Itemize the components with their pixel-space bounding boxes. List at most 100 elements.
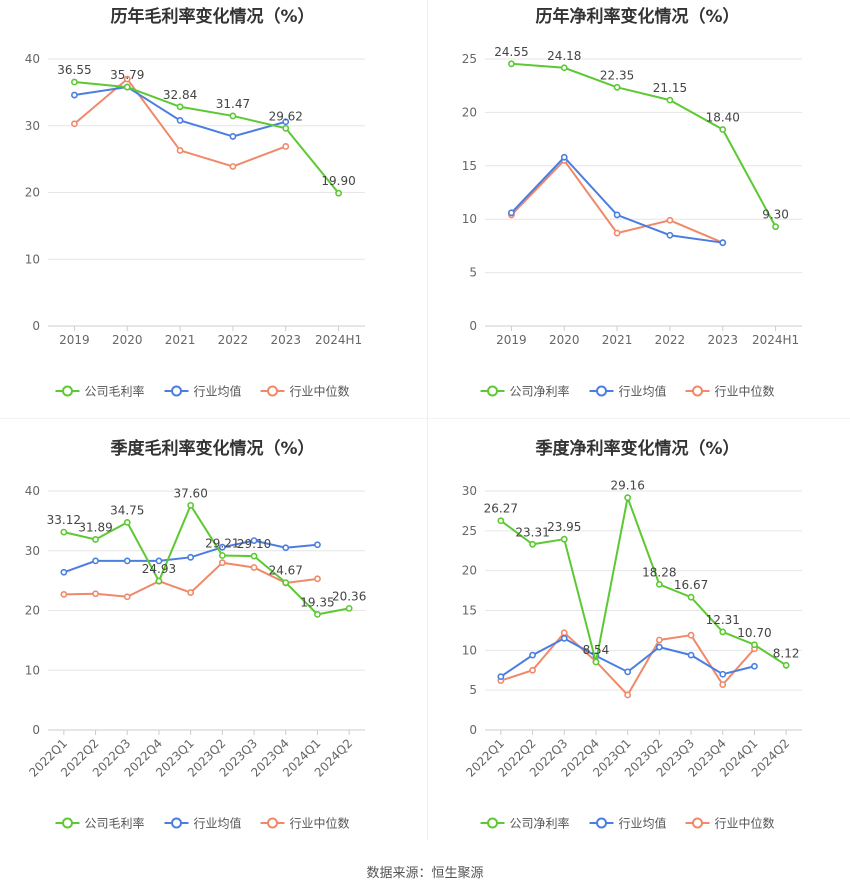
- horizontal-divider: [0, 418, 850, 419]
- data-label: 24.67: [269, 564, 303, 578]
- data-point: [187, 589, 195, 596]
- data-label: 24.18: [547, 49, 581, 63]
- legend-label: 公司毛利率: [85, 384, 145, 399]
- x-tick-label: 2024H1: [752, 333, 799, 347]
- quarterly-gross-margin-chart: 季度毛利率变化情况（%） 0 10 20 30 40 2022Q1 2022Q2 2022Q3…: [0, 432, 425, 864]
- y-tick-label: 20: [25, 186, 40, 200]
- data-point: [687, 631, 695, 639]
- data-point: [497, 673, 505, 681]
- data-label: 23.95: [547, 520, 581, 534]
- x-tick-label: 2021: [165, 333, 196, 347]
- legend-marker: [171, 817, 182, 829]
- x-tick-label: 2019: [496, 333, 527, 347]
- data-label: 21.15: [653, 81, 687, 95]
- legend-label: 行业均值: [619, 384, 667, 399]
- data-point: [592, 658, 600, 666]
- data-point: [719, 628, 727, 636]
- data-point: [282, 579, 290, 586]
- data-label: 37.60: [173, 486, 207, 500]
- x-tick-label: 2024H1: [315, 333, 362, 347]
- data-point: [314, 575, 321, 583]
- legend-label: 行业中位数: [715, 384, 775, 399]
- data-point: [176, 117, 184, 124]
- annual-gross-margin-chart: 历年毛利率变化情况（%） 0 10 20 30 40 2019 2020 2021 2022 20…: [0, 0, 425, 432]
- data-point: [529, 651, 536, 659]
- data-label: 18.40: [706, 110, 740, 124]
- chart-svg: 0 10 20 30 40 2019 2020 2021 2022 2023 2024H1 36.55…: [25, 52, 365, 399]
- data-label: 9.30: [762, 208, 789, 222]
- data-point: [176, 147, 184, 154]
- data-point: [751, 641, 758, 649]
- data-point: [560, 629, 568, 637]
- data-point: [60, 568, 68, 576]
- data-point: [345, 604, 353, 612]
- data-label: 19.35: [300, 595, 334, 609]
- chart-title: 历年净利率变化情况（%）: [535, 7, 740, 27]
- annual-net-margin-chart: 历年净利率变化情况（%） 0 5 10 15 20 25 2019 2020 2021 2022 2…: [425, 0, 850, 432]
- data-point: [176, 103, 184, 111]
- data-label: 8.54: [583, 643, 610, 657]
- data-point: [497, 517, 505, 525]
- data-label: 16.67: [674, 578, 708, 592]
- data-label: 29.16: [610, 479, 644, 493]
- chart-svg: 0 5 10 15 20 25 2019 2020 2021 2022 2023 2024H1 24.5…: [462, 45, 802, 399]
- y-tick-label: 30: [25, 544, 40, 558]
- legend-label: 公司毛利率: [85, 816, 145, 831]
- y-tick-label: 40: [25, 484, 40, 498]
- series-line: [500, 631, 756, 697]
- y-tick-label: 5: [469, 266, 477, 280]
- series-line: [74, 81, 340, 194]
- data-point: [314, 541, 321, 549]
- data-point: [250, 537, 258, 544]
- y-tick-label: 25: [462, 524, 477, 538]
- y-tick-label: 20: [462, 105, 477, 119]
- legend-label: 行业中位数: [290, 816, 350, 831]
- data-label: 31.89: [78, 520, 112, 534]
- y-tick-label: 15: [462, 159, 477, 173]
- data-point: [123, 83, 131, 91]
- y-tick-label: 10: [25, 252, 40, 266]
- chart-title: 历年毛利率变化情况（%）: [110, 7, 315, 27]
- data-label: 33.12: [47, 513, 81, 527]
- data-point: [666, 96, 674, 104]
- y-tick-label: 15: [462, 604, 477, 618]
- legend-marker: [487, 817, 498, 829]
- data-point: [92, 557, 99, 565]
- data-label: 29.10: [237, 537, 271, 551]
- y-tick-label: 0: [32, 723, 40, 737]
- data-point: [60, 590, 68, 598]
- legend-marker: [267, 385, 278, 397]
- data-source: 数据来源：恒生聚源: [366, 866, 484, 881]
- y-tick-label: 30: [462, 484, 477, 498]
- legend-marker: [692, 385, 703, 397]
- data-point: [187, 553, 195, 561]
- data-point: [71, 78, 78, 86]
- data-label: 29.21: [205, 536, 239, 550]
- data-label: 31.47: [216, 97, 250, 111]
- data-label: 24.55: [494, 45, 528, 59]
- data-point: [250, 552, 258, 560]
- data-label: 35.79: [110, 68, 144, 82]
- data-point: [335, 189, 342, 197]
- data-point: [123, 75, 131, 83]
- data-point: [71, 91, 78, 99]
- series-line: [511, 62, 777, 228]
- data-point: [666, 216, 674, 224]
- data-point: [719, 670, 727, 678]
- data-label: 20.36: [332, 589, 366, 603]
- data-point: [560, 153, 568, 161]
- y-tick-label: 0: [32, 319, 40, 333]
- legend-label: 公司净利率: [510, 816, 570, 831]
- y-tick-label: 5: [469, 683, 477, 697]
- data-point: [655, 643, 663, 651]
- x-tick-label: 2019: [59, 333, 90, 347]
- data-label: 22.35: [600, 68, 634, 82]
- data-point: [187, 501, 195, 509]
- data-point: [123, 557, 131, 565]
- data-point: [218, 559, 226, 567]
- y-tick-label: 0: [469, 319, 477, 333]
- quarterly-net-margin-chart: 季度净利率变化情况（%） 0 5 10 15 20 25 30 2022Q1 2022Q2 202…: [425, 432, 850, 864]
- data-label: 12.31: [706, 613, 740, 627]
- data-point: [772, 223, 779, 231]
- data-point: [508, 209, 515, 217]
